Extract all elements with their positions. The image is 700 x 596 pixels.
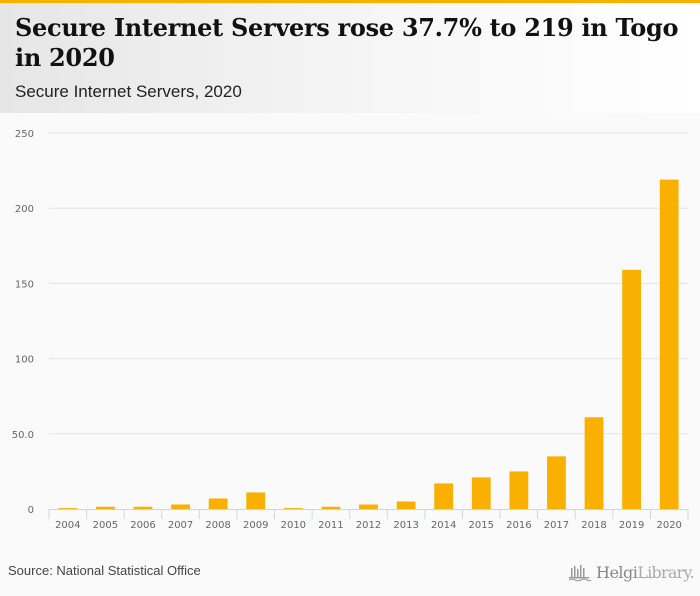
bar-2009[interactable] [246, 492, 266, 509]
bar-2010[interactable] [283, 508, 303, 509]
x-tick-label: 2007 [168, 520, 193, 531]
source-note: Source: National Statistical Office [8, 563, 201, 578]
library-building-icon [568, 565, 592, 582]
x-tick-label: 2004 [55, 520, 80, 531]
bar-2013[interactable] [396, 501, 416, 509]
x-tick-label: 2011 [318, 520, 343, 531]
bar-2020[interactable] [659, 179, 679, 509]
bar-2006[interactable] [133, 506, 153, 509]
y-tick-label: 150 [15, 279, 34, 290]
bar-2015[interactable] [471, 477, 491, 509]
x-tick-label: 2015 [469, 520, 494, 531]
y-tick-label: 0 [28, 505, 34, 516]
bar-2014[interactable] [434, 483, 454, 509]
y-tick-label: 50.0 [12, 430, 34, 441]
x-tick-label: 2013 [393, 520, 418, 531]
bar-2004[interactable] [58, 508, 78, 509]
chart-subtitle: Secure Internet Servers, 2020 [15, 82, 242, 101]
logo-text-helgi: Helgi [596, 563, 638, 582]
chart-header: Secure Internet Servers rose 37.7% to 21… [0, 3, 700, 113]
helgi-library-logo[interactable]: Helgi Library. [568, 562, 695, 582]
bar-2012[interactable] [359, 504, 378, 509]
y-tick-label: 200 [15, 204, 34, 215]
x-tick-label: 2016 [506, 520, 531, 531]
x-tick-label: 2005 [93, 520, 118, 531]
x-tick-label: 2008 [205, 520, 230, 531]
x-axis: 2004 2005 2006 2007 2008 2009 2010 2011 2012 2013… [48, 509, 689, 531]
bar-2017[interactable] [547, 456, 566, 509]
x-tick-label: 2019 [619, 520, 644, 531]
gridlines [49, 132, 688, 435]
bar-2008[interactable] [208, 498, 228, 509]
x-tick-label: 2009 [243, 520, 268, 531]
accent-top-bar [0, 0, 700, 3]
x-tick-label: 2010 [281, 520, 306, 531]
bar-2007[interactable] [171, 504, 190, 509]
bars [58, 179, 679, 509]
bar-2018[interactable] [584, 417, 604, 509]
x-tick-label: 2014 [431, 520, 456, 531]
chart-title: Secure Internet Servers rose 37.7% to 21… [15, 13, 679, 72]
x-tick-label: 2012 [356, 520, 381, 531]
y-tick-label: 100 [15, 355, 34, 366]
bar-2011[interactable] [321, 506, 341, 509]
y-tick-label: 250 [15, 129, 34, 140]
bar-2016[interactable] [509, 471, 529, 509]
x-tick-label: 2018 [581, 520, 606, 531]
logo-text-library: Library. [637, 563, 694, 582]
y-axis-ticks: 0 50.0 100 150 200 250 [12, 129, 34, 516]
x-tick-label: 2020 [656, 520, 681, 531]
x-tick-label: 2006 [130, 520, 155, 531]
bar-2019[interactable] [622, 269, 642, 509]
x-tick-label: 2017 [544, 520, 569, 531]
bar-2005[interactable] [95, 506, 115, 509]
